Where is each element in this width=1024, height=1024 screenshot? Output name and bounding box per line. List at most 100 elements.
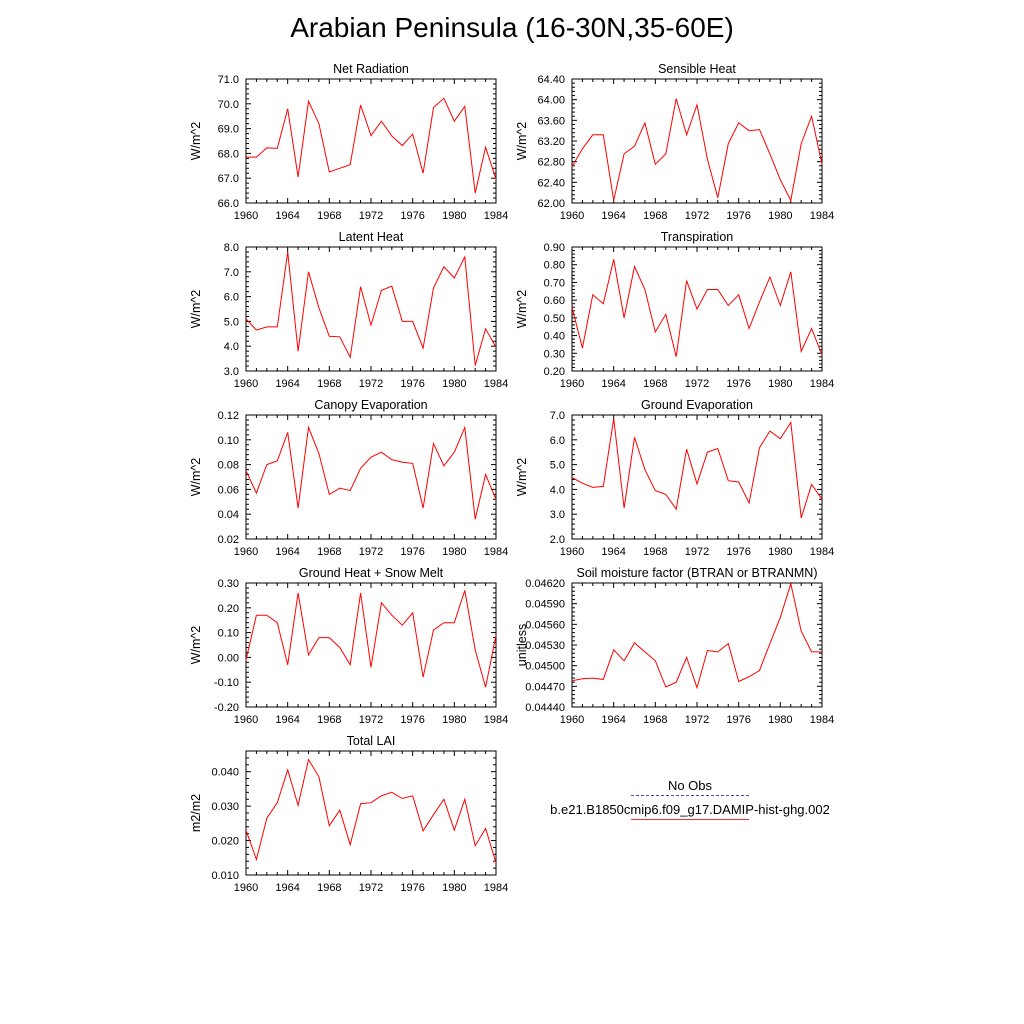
x-tick-label: 1976 [726, 378, 750, 390]
series-line [571, 259, 823, 357]
y-tick-label: 2.0 [550, 534, 565, 546]
y-tick-label: 7.0 [550, 410, 565, 422]
y-tick-label: 3.0 [224, 366, 239, 378]
plot-frame [571, 414, 823, 540]
y-tick-label: 5.0 [550, 460, 565, 472]
x-tick-label: 1968 [643, 378, 667, 390]
x-tick-label: 1964 [601, 210, 625, 222]
x-tick-label: 1968 [317, 546, 341, 558]
y-tick-label: 0.06 [218, 484, 239, 496]
y-tick-label: 0.04530 [525, 640, 565, 652]
panel-title: Net Radiation [333, 62, 409, 76]
y-tick-label: 0.20 [544, 366, 565, 378]
plot-frame [245, 246, 497, 372]
x-tick-label: 1960 [560, 210, 584, 222]
series-line [245, 590, 497, 688]
y-tick-label: 0.70 [544, 277, 565, 289]
x-tick-label: 1976 [726, 210, 750, 222]
x-tick-label: 1964 [275, 210, 299, 222]
y-tick-label: 0.030 [211, 801, 239, 813]
x-tick-label: 1960 [560, 714, 584, 726]
series-line [245, 425, 497, 520]
x-tick-label: 1972 [685, 714, 709, 726]
y-tick-label: 6.0 [224, 292, 239, 304]
y-axis-label: m2/m2 [189, 794, 203, 832]
panel-2: Sensible Heat W/m^2 1960 1964 1968 1972 1976 19… [515, 62, 834, 222]
panel-title: Total LAI [347, 734, 396, 748]
panel-3: Latent Heat W/m^2 1960 1964 1968 1972 1976 1980… [189, 230, 508, 390]
series-line [245, 251, 497, 366]
y-tick-label: 0.02 [218, 534, 239, 546]
panel-title: Ground Heat + Snow Melt [299, 566, 444, 580]
y-tick-label: 0.020 [211, 836, 239, 848]
plot-frame [245, 414, 497, 540]
y-tick-label: 0.08 [218, 460, 239, 472]
y-tick-label: 63.60 [537, 115, 565, 127]
y-tick-label: 0.04 [218, 509, 239, 521]
panel-1: Net Radiation W/m^2 1960 1964 1968 1972 1976 19… [189, 62, 508, 222]
y-tick-label: 0.90 [544, 242, 565, 254]
x-tick-label: 1976 [400, 882, 424, 894]
x-tick-label: 1980 [442, 378, 466, 390]
x-tick-label: 1976 [400, 378, 424, 390]
panel-7: Ground Heat + Snow Melt W/m^2 1960 1964 1968… [189, 566, 508, 726]
y-tick-label: 4.0 [224, 341, 239, 353]
x-tick-label: 1972 [685, 546, 709, 558]
x-tick-label: 1984 [484, 714, 508, 726]
series-line [571, 581, 822, 690]
x-tick-label: 1972 [359, 210, 383, 222]
y-axis-label: W/m^2 [189, 290, 203, 329]
x-tick-label: 1968 [317, 882, 341, 894]
panel-title: Transpiration [661, 230, 734, 244]
y-tick-label: 0.30 [218, 578, 239, 590]
x-tick-label: 1968 [643, 546, 667, 558]
x-tick-label: 1976 [726, 714, 750, 726]
panel-title: Canopy Evaporation [314, 398, 427, 412]
x-tick-label: 1972 [359, 546, 383, 558]
y-tick-label: 62.80 [537, 157, 565, 169]
y-tick-label: 69.0 [218, 124, 239, 136]
legend-model-line-swatch [631, 819, 749, 820]
plot-frame [245, 78, 497, 204]
y-tick-label: 0.20 [218, 603, 239, 615]
x-tick-label: 1980 [442, 714, 466, 726]
panel-title: Soil moisture factor (BTRAN or BTRANMN) [576, 566, 817, 580]
x-tick-label: 1976 [726, 546, 750, 558]
y-tick-label: 0.010 [211, 870, 239, 882]
series-line [246, 97, 497, 194]
x-tick-label: 1980 [442, 546, 466, 558]
series-line [571, 418, 823, 519]
x-tick-label: 1968 [317, 378, 341, 390]
x-tick-label: 1984 [810, 714, 834, 726]
x-tick-label: 1972 [359, 714, 383, 726]
x-tick-label: 1968 [317, 714, 341, 726]
y-tick-label: 0.60 [544, 295, 565, 307]
y-tick-label: 63.20 [537, 136, 565, 148]
x-tick-label: 1964 [275, 882, 299, 894]
x-tick-label: 1984 [484, 546, 508, 558]
y-axis-label: W/m^2 [189, 626, 203, 665]
plot-frame [245, 582, 497, 708]
panel-6: Ground Evaporation W/m^2 1960 1964 1968 1972 1… [515, 398, 834, 558]
y-tick-label: 7.0 [224, 267, 239, 279]
y-tick-label: 62.00 [537, 198, 565, 210]
x-tick-label: 1960 [234, 546, 258, 558]
x-tick-label: 1972 [359, 882, 383, 894]
x-tick-label: 1968 [643, 210, 667, 222]
y-tick-label: 3.0 [550, 509, 565, 521]
y-tick-label: 0.10 [218, 628, 239, 640]
y-tick-label: 62.40 [537, 177, 565, 189]
y-axis-label: W/m^2 [189, 458, 203, 497]
y-tick-label: 64.00 [537, 95, 565, 107]
legend-obs-line-swatch [631, 795, 749, 796]
legend-model-label: b.e21.B1850cmip6.f09_g17.DAMIP-hist-ghg.… [550, 802, 830, 817]
x-tick-label: 1960 [234, 378, 258, 390]
x-tick-label: 1976 [400, 714, 424, 726]
y-tick-label: 0.40 [544, 331, 565, 343]
y-tick-label: 4.0 [550, 484, 565, 496]
y-axis-label: W/m^2 [189, 122, 203, 161]
y-axis-label: W/m^2 [515, 458, 529, 497]
x-tick-label: 1960 [560, 378, 584, 390]
panel-4: Transpiration W/m^2 1960 1964 1968 1972 1976 19… [515, 230, 834, 390]
legend: No Obs b.e21.B1850cmip6.f09_g17.DAMIP-hi… [520, 778, 860, 820]
